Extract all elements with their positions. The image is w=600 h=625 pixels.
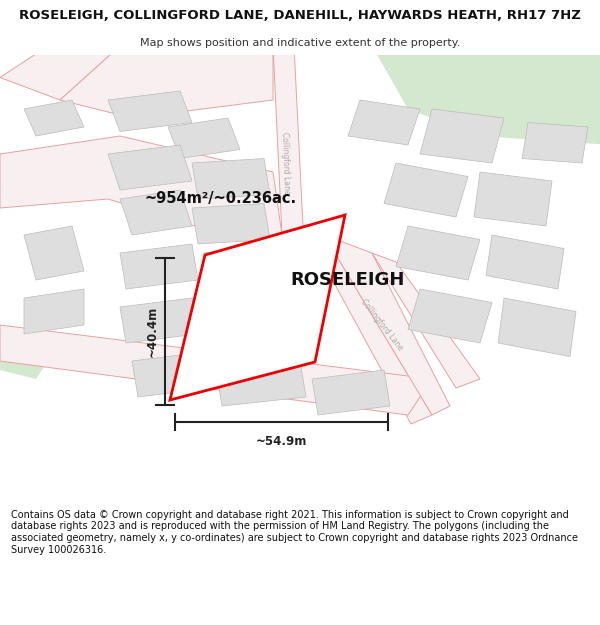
Polygon shape (108, 91, 192, 131)
Polygon shape (0, 46, 120, 100)
Polygon shape (474, 172, 552, 226)
Polygon shape (60, 46, 273, 118)
Polygon shape (120, 298, 198, 343)
Text: ~40.4m: ~40.4m (145, 306, 158, 357)
Polygon shape (0, 325, 432, 415)
Polygon shape (108, 145, 192, 190)
Text: ~954m²/~0.236ac.: ~954m²/~0.236ac. (144, 191, 296, 206)
Polygon shape (486, 235, 564, 289)
Polygon shape (312, 370, 390, 415)
Polygon shape (0, 136, 282, 244)
Polygon shape (120, 190, 192, 235)
Polygon shape (384, 163, 468, 217)
Text: Map shows position and indicative extent of the property.: Map shows position and indicative extent… (140, 38, 460, 48)
Polygon shape (498, 298, 576, 356)
Polygon shape (348, 100, 420, 145)
Polygon shape (408, 289, 492, 343)
Polygon shape (204, 244, 282, 289)
Polygon shape (570, 46, 600, 100)
Polygon shape (303, 226, 432, 424)
Polygon shape (24, 100, 84, 136)
Polygon shape (522, 122, 588, 163)
Polygon shape (170, 215, 345, 400)
Text: Contains OS data © Crown copyright and database right 2021. This information is : Contains OS data © Crown copyright and d… (11, 510, 578, 554)
Polygon shape (273, 46, 303, 235)
Text: ~54.9m: ~54.9m (256, 434, 307, 447)
Polygon shape (120, 244, 198, 289)
Polygon shape (168, 118, 240, 159)
Polygon shape (324, 235, 450, 415)
Polygon shape (192, 159, 270, 199)
Polygon shape (24, 226, 84, 280)
Text: Collingford Lane: Collingford Lane (359, 298, 404, 352)
Polygon shape (396, 226, 480, 280)
Polygon shape (132, 352, 210, 397)
Polygon shape (420, 109, 504, 163)
Polygon shape (216, 361, 306, 406)
Polygon shape (0, 334, 60, 379)
Polygon shape (192, 204, 270, 244)
Polygon shape (372, 253, 480, 388)
Text: Collingford Lane: Collingford Lane (280, 131, 291, 194)
Polygon shape (24, 289, 84, 334)
Text: ROSELEIGH, COLLINGFORD LANE, DANEHILL, HAYWARDS HEATH, RH17 7HZ: ROSELEIGH, COLLINGFORD LANE, DANEHILL, H… (19, 9, 581, 22)
Polygon shape (372, 46, 600, 145)
Text: ROSELEIGH: ROSELEIGH (291, 271, 405, 289)
Polygon shape (204, 298, 282, 343)
